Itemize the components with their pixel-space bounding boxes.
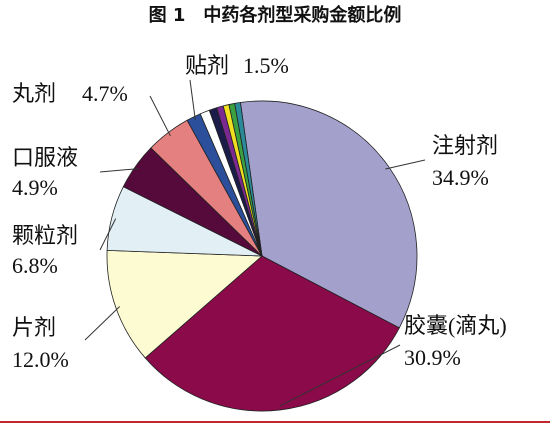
slice-label: 片剂 [12, 315, 56, 340]
slice-label: 注射剂 [432, 133, 498, 158]
leader-line [84, 306, 121, 341]
pie-slice [239, 100, 418, 329]
leader-line [99, 218, 117, 251]
slice-label: 丸剂 [12, 81, 56, 106]
leader-line [385, 159, 426, 170]
leader-line [99, 168, 139, 173]
pie-slice [106, 249, 264, 359]
slice-value-label: 6.8% [12, 253, 58, 278]
chart-title: 图 1 中药各剂型采购金额比例 [149, 4, 402, 26]
slice-value-label: 30.9% [404, 345, 461, 370]
slice-label: 颗粒剂 [12, 223, 78, 248]
leader-line [149, 95, 171, 137]
slice-label: 口服液 [12, 145, 78, 170]
slice-value-label: 12.0% [12, 347, 69, 372]
slice-value-label: 4.9% [12, 175, 58, 200]
leader-line [279, 344, 401, 407]
pie-slice [144, 255, 400, 412]
slice-value-label: 34.9% [432, 165, 489, 190]
slice-value-label: 1.5% [243, 53, 289, 78]
pie-slice [234, 102, 263, 257]
leader-line [189, 79, 196, 121]
slice-label: 贴剂 [185, 53, 229, 78]
slice-value-label: 4.7% [82, 81, 128, 106]
slice-label: 胶囊(滴丸) [404, 313, 507, 338]
